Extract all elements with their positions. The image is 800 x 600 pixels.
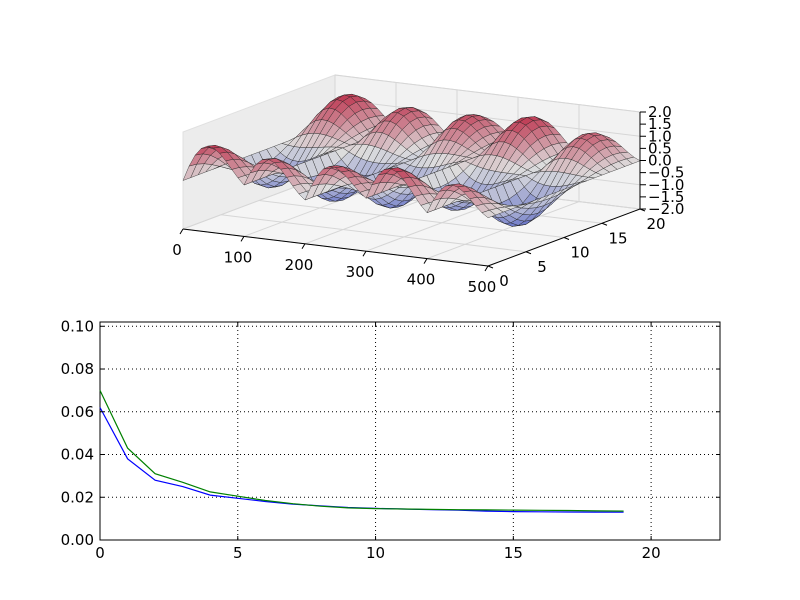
y-tick-label: 0.02 bbox=[61, 488, 94, 506]
y-tick-mark bbox=[563, 237, 570, 240]
line-plot: 0 5 10 15 20 0.00 0.02 0.04 0.06 0.08 0.10 bbox=[61, 317, 721, 562]
surface-mesh bbox=[182, 93, 641, 227]
series-line-1 bbox=[99, 390, 624, 512]
x-tick-label: 500 bbox=[468, 278, 497, 296]
x-tick-mark bbox=[240, 236, 245, 242]
z-tick-label: 0.5 bbox=[648, 139, 672, 157]
x-tick-label: 100 bbox=[224, 248, 253, 266]
x-tick-mark bbox=[179, 228, 184, 235]
series-group bbox=[99, 390, 624, 513]
x-tick-label: 300 bbox=[346, 263, 375, 281]
z-tick-label: 0.0 bbox=[648, 152, 672, 170]
z-tick-label: 1.5 bbox=[648, 115, 672, 133]
gridlines bbox=[99, 322, 720, 541]
x-tick-mark bbox=[301, 243, 306, 250]
y-tick-mark bbox=[487, 265, 494, 269]
x-tick-label: 0 bbox=[95, 544, 105, 562]
x-tick-mark bbox=[362, 250, 367, 257]
x-tick-label: 20 bbox=[642, 544, 661, 562]
surface-3d-plot: 0 100 200 300 400 500 05101520−2.0−1.5−1.0−0.5… bbox=[172, 74, 684, 296]
x-tick-mark bbox=[484, 265, 489, 272]
z-tick-label: 1.0 bbox=[648, 127, 672, 145]
x-tick-label: 5 bbox=[233, 544, 243, 562]
z-tick-label: −1.5 bbox=[648, 188, 684, 206]
y-tick-label: 15 bbox=[608, 229, 627, 247]
floor-gridline bbox=[258, 200, 565, 238]
floor-gridline bbox=[220, 214, 527, 253]
x-tick-label: 400 bbox=[407, 271, 436, 289]
x-tick-label: 0 bbox=[172, 241, 182, 259]
back-gridline bbox=[334, 98, 641, 137]
x-tick-label: 10 bbox=[366, 544, 385, 562]
y-tick-label: 0.10 bbox=[61, 317, 94, 335]
y-tick-label: 0.04 bbox=[61, 446, 94, 464]
z-tick-label: −1.0 bbox=[648, 176, 684, 194]
z-tick-label: 2.0 bbox=[648, 103, 672, 121]
x-tick-label: 200 bbox=[285, 256, 314, 274]
y-tick-mark bbox=[525, 251, 532, 255]
y-tick-label: 20 bbox=[646, 215, 665, 233]
plot-area bbox=[99, 321, 721, 541]
y-tick-label: 0.08 bbox=[61, 360, 94, 378]
ticks: 0 5 10 15 20 0.00 0.02 0.04 0.06 0.08 0.10 bbox=[61, 317, 720, 562]
x-tick-mark bbox=[423, 258, 428, 264]
axes-3d: 0 100 200 300 400 500 05101520−2.0−1.5−1.0−0.5… bbox=[172, 103, 684, 296]
y-tick-label: 0 bbox=[499, 272, 509, 290]
z-tick-label: −0.5 bbox=[648, 164, 684, 182]
y-tick-label: 5 bbox=[537, 258, 547, 276]
y-tick-label: 0.00 bbox=[61, 531, 94, 549]
x-axis-line bbox=[182, 228, 489, 267]
z-tick-label: −2.0 bbox=[648, 200, 684, 218]
surface-facet bbox=[481, 209, 497, 219]
y-tick-label: 0.06 bbox=[61, 403, 94, 421]
x-tick-label: 15 bbox=[504, 544, 523, 562]
back-gridline bbox=[334, 74, 641, 113]
y-tick-label: 10 bbox=[570, 244, 589, 262]
y-tick-mark bbox=[601, 222, 608, 226]
